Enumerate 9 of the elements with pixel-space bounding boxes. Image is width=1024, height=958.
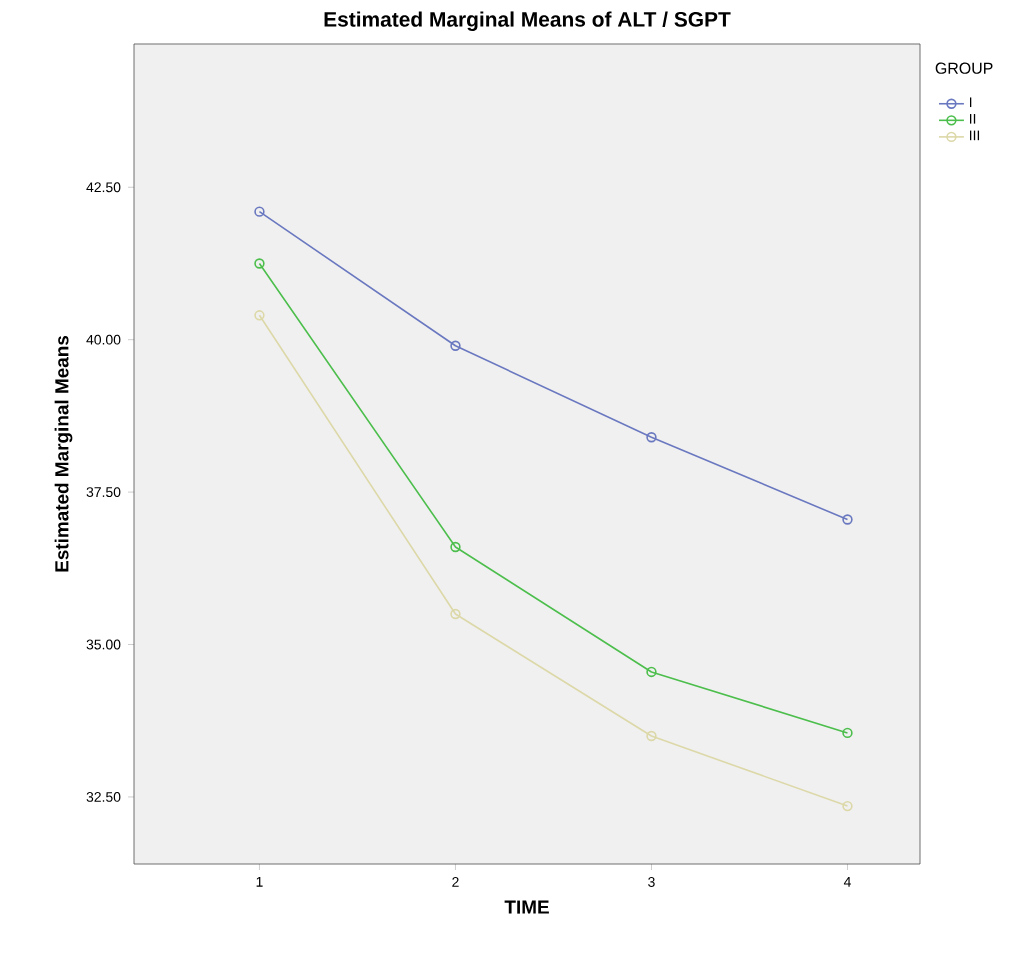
point: [646, 432, 657, 443]
y-axis-title: Estimated Marginal Means: [54, 335, 73, 572]
point: [646, 730, 657, 742]
point: [450, 340, 461, 351]
point: [450, 608, 461, 620]
chart-title: Estimated Marginal Means of ALT / SGPT: [324, 11, 731, 31]
x-axis-title: TIME: [504, 900, 549, 914]
point: [450, 541, 461, 553]
point: [646, 666, 657, 678]
